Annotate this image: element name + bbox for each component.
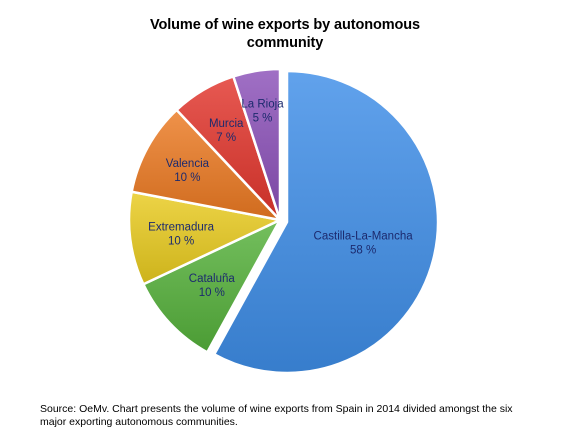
- slice-value-castilla-la-mancha: 58 %: [350, 245, 376, 257]
- slice-value-valencia: 10 %: [174, 172, 200, 184]
- slice-label-castilla-la-mancha: Castilla-La-Mancha: [314, 231, 414, 243]
- slice-value-murcia: 7 %: [216, 132, 236, 144]
- source-note: Source: OeMv. Chart presents the volume …: [40, 403, 540, 429]
- slice-label-extremadura: Extremadura: [148, 222, 214, 234]
- slice-label-cataluna: Cataluña: [189, 273, 236, 285]
- slice-value-la-rioja: 5 %: [253, 113, 273, 125]
- slice-label-murcia: Murcia: [209, 118, 244, 130]
- slice-value-extremadura: 10 %: [168, 236, 194, 248]
- slice-label-la-rioja: La Rioja: [241, 99, 284, 111]
- slice-value-cataluna: 10 %: [199, 287, 225, 299]
- slice-label-valencia: Valencia: [166, 158, 210, 170]
